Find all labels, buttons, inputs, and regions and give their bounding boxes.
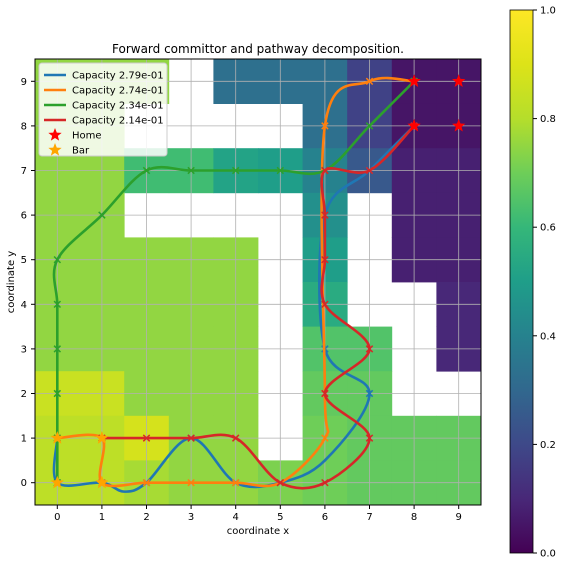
pathway-point-marker [321,300,329,309]
x-tick-label: 1 [99,512,105,523]
y-tick-label: 0 [21,478,27,489]
pathway-point-marker [365,122,374,130]
legend-label: Capacity 2.74e-01 [72,86,164,97]
pathway-point-marker [321,122,329,130]
pathway-point-marker [321,255,329,264]
pathway-point-marker [53,389,62,398]
bar-star-marker [50,475,64,489]
pathway-point-marker [365,389,374,398]
y-tick-label: 3 [21,344,27,355]
x-axis-label: coordinate x [227,526,290,537]
home-star-marker [452,74,466,87]
pathway-point-marker [321,389,329,398]
colorbar [509,9,534,554]
legend-label: Capacity 2.14e-01 [72,116,164,127]
colorbar-tick-label: 0.0 [540,549,556,560]
pathway-point-marker [187,166,195,175]
pathway-point-marker [142,166,151,175]
bar-star-marker [95,431,109,444]
pathway-point-marker [53,300,62,309]
colorbar-tick-label: 1.0 [540,6,556,17]
pathway-point-marker [231,478,240,487]
x-tick-label: 9 [456,512,462,523]
x-tick-label: 8 [411,512,417,523]
pathway-point-marker [142,478,151,487]
pathway-point-marker [276,478,285,487]
legend-star-swatch [48,143,62,156]
pathway-point-marker [187,478,195,487]
bar-star-marker [50,431,64,444]
pathway-point-marker [276,166,285,175]
plot-frame [34,58,482,506]
x-tick-label: 4 [233,512,239,523]
y-tick-label: 1 [21,434,27,445]
home-star-marker [452,118,466,132]
pathway-point-marker [53,345,62,353]
x-tick-label: 6 [322,512,328,523]
legend-label: Capacity 2.34e-01 [72,101,164,112]
y-tick-label: 2 [21,389,27,400]
y-tick-label: 9 [21,77,27,88]
pathway-point-marker [231,166,240,175]
legend-star-swatch [48,128,62,141]
pathway-point-marker [142,434,151,442]
pathway-point-marker [321,166,329,175]
legend-label: Capacity 2.79e-01 [72,71,164,82]
pathway-point-marker [321,478,329,487]
legend-entries: Capacity 2.79e-01 Capacity 2.74e-01 Capaci… [44,71,164,157]
pathway-point-marker [53,255,62,264]
legend: Capacity 2.79e-01 Capacity 2.74e-01 Capaci… [38,62,168,157]
colorbar-tick-label: 0.8 [540,114,556,125]
pathway-point-marker [365,345,374,353]
x-tick-label: 3 [188,512,194,523]
legend-box [38,62,168,157]
colorbar-ticks: 0.0 0.2 0.4 0.6 0.8 1.0 [533,6,556,560]
x-tick-label: 5 [277,512,283,523]
y-tick-label: 7 [21,166,27,177]
pathway-point-marker [98,211,106,219]
y-axis-ticks: 0 1 2 3 4 5 6 7 8 9 [21,77,35,489]
pathway-point-marker [321,211,329,219]
colorbar-tick-label: 0.2 [540,440,556,451]
y-tick-label: 4 [21,300,27,311]
y-tick-label: 8 [21,121,27,132]
x-tick-label: 2 [143,512,149,523]
x-axis-ticks: 0 1 2 3 4 5 6 7 8 9 [54,505,462,523]
chart-title: Forward committor and pathway decomposit… [112,42,404,56]
x-tick-label: 7 [366,512,372,523]
pathway-point-marker [365,166,374,175]
pathway-point-marker [365,77,374,86]
legend-label: Bar [72,146,90,157]
pathway-point-marker [187,434,195,442]
colorbar-tick-label: 0.6 [540,223,556,234]
legend-label: Home [72,131,102,142]
bar-star-marker [95,475,109,489]
home-star-marker [407,118,421,132]
y-tick-label: 6 [21,211,27,222]
home-star-marker [407,74,421,87]
colorbar-tick-label: 0.4 [540,331,556,342]
x-tick-label: 0 [54,512,60,523]
pathway-point-marker [321,434,329,442]
state-markers [50,74,466,489]
y-tick-label: 5 [21,255,27,266]
pathway-point-marker [231,434,240,442]
pathway-point-marker [365,434,374,442]
y-axis-label: coordinate y [6,251,17,314]
